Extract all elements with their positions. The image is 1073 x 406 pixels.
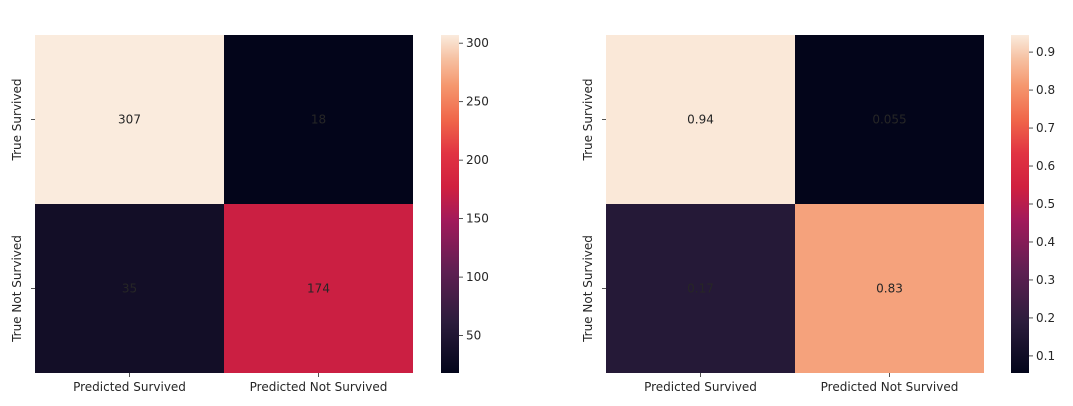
colorbar-tick-label: 250: [466, 95, 489, 109]
heatmap-cell: [795, 35, 984, 204]
cell-value-label: 18: [311, 113, 326, 127]
heatmap-cell: [224, 204, 413, 373]
y-tick-label: True Not Survived: [581, 235, 595, 343]
colorbar: [441, 35, 459, 373]
colorbar-tick-label: 0.4: [1036, 235, 1055, 249]
colorbar-tick-label: 0.1: [1036, 349, 1055, 363]
colorbar-tick-label: 0.6: [1036, 159, 1055, 173]
heatmap-cell: [795, 204, 984, 373]
x-tick-label: Predicted Not Survived: [250, 380, 388, 394]
colorbar: [1011, 35, 1029, 373]
cell-value-label: 0.94: [687, 113, 714, 127]
colorbar-tick-label: 100: [466, 270, 489, 284]
colorbar-tick-label: 0.9: [1036, 45, 1055, 59]
colorbar-tick-label: 0.2: [1036, 311, 1055, 325]
colorbar-tick-label: 0.8: [1036, 83, 1055, 97]
cell-value-label: 35: [122, 282, 137, 296]
x-tick-label: Predicted Survived: [644, 380, 757, 394]
x-tick-label: Predicted Survived: [73, 380, 186, 394]
heatmap-cell: [224, 35, 413, 204]
colorbar-tick-label: 0.3: [1036, 273, 1055, 287]
colorbar-tick-label: 200: [466, 153, 489, 167]
heatmap-cell: [606, 204, 795, 373]
y-tick-label: True Survived: [10, 79, 24, 162]
colorbar-tick-label: 150: [466, 212, 489, 226]
colorbar-tick-label: 50: [466, 329, 481, 343]
y-tick-label: True Not Survived: [10, 235, 24, 343]
y-tick-label: True Survived: [581, 79, 595, 162]
colorbar-tick-label: 300: [466, 36, 489, 50]
colorbar-tick-label: 0.7: [1036, 121, 1055, 135]
heatmap-cell: [35, 204, 224, 373]
heatmap-cell: [35, 35, 224, 204]
cell-value-label: 174: [307, 282, 330, 296]
colorbar-tick-label: 0.5: [1036, 197, 1055, 211]
cell-value-label: 0.83: [876, 282, 903, 296]
x-tick-label: Predicted Not Survived: [821, 380, 959, 394]
heatmap-cell: [606, 35, 795, 204]
cell-value-label: 0.17: [687, 282, 714, 296]
cell-value-label: 0.055: [872, 113, 906, 127]
cell-value-label: 307: [118, 113, 141, 127]
